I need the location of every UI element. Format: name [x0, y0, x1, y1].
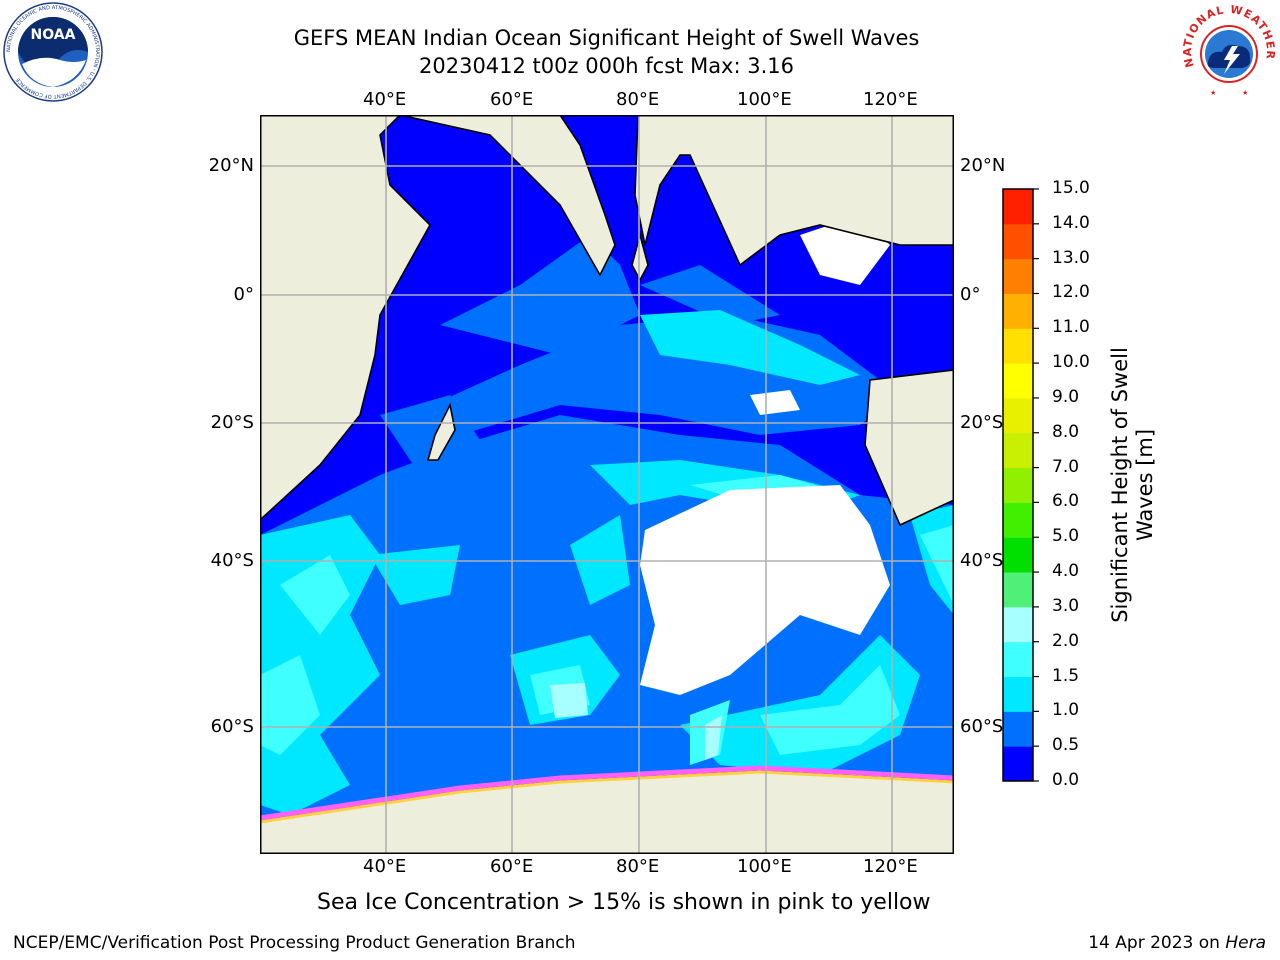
- colorbar-tick-label: 3.0: [1052, 595, 1080, 616]
- lon-label-top-40e: 40°E: [363, 89, 407, 110]
- lat-label-left-40s: 40°S: [210, 550, 254, 571]
- colorbar-cell: [1003, 363, 1033, 399]
- colorbar-tick-label: 4.0: [1052, 561, 1080, 582]
- colorbar-tick-label: 2.0: [1052, 630, 1080, 651]
- wave-height-map: [260, 115, 954, 854]
- colorbar-cell: [1003, 711, 1033, 747]
- lat-label-left-60s: 60°S: [210, 716, 254, 737]
- colorbar-tick-label: 14.0: [1052, 212, 1090, 233]
- svg-text:★: ★: [1242, 89, 1248, 97]
- colorbar-cell: [1003, 746, 1033, 782]
- lat-label-right-60s: 60°S: [960, 716, 1004, 737]
- svg-text:★: ★: [1210, 89, 1216, 97]
- lat-label-left-0: 0°: [233, 284, 254, 305]
- colorbar-cell: [1003, 258, 1033, 294]
- map-title: GEFS MEAN Indian Ocean Significant Heigh…: [293, 26, 920, 50]
- sea-ice-note: Sea Ice Concentration > 15% is shown in …: [317, 890, 931, 915]
- colorbar-title-line2: Waves [m]: [1133, 428, 1157, 542]
- lat-label-right-20n: 20°N: [960, 155, 1006, 176]
- colorbar-cell: [1003, 293, 1033, 329]
- footer-date: 14 Apr 2023 on Hera: [1088, 933, 1266, 953]
- colorbar-cell: [1003, 432, 1033, 469]
- map-subtitle: 20230412 t00z 000h fcst Max: 3.16: [419, 54, 794, 78]
- colorbar-cell: [1003, 641, 1033, 678]
- colorbar-title-line1: Significant Height of Swell: [1108, 347, 1132, 623]
- lon-label-bottom-60e: 60°E: [490, 856, 534, 877]
- colorbar-tick-label: 6.0: [1052, 491, 1080, 512]
- lon-label-bottom-100e: 100°E: [737, 856, 792, 877]
- grid-lines: [260, 115, 954, 854]
- colorbar-cell: [1003, 502, 1033, 538]
- colorbar-tick-label: 1.0: [1052, 700, 1080, 721]
- colorbar-cell: [1003, 572, 1033, 608]
- swell-1-5-to-2m-regions: [260, 475, 954, 765]
- colorbar-tick-label: 15.0: [1052, 178, 1090, 198]
- colorbar-tick-label: 8.0: [1052, 421, 1080, 442]
- lat-label-left-20n: 20°N: [208, 155, 254, 176]
- lon-label-top-60e: 60°E: [490, 89, 534, 110]
- lon-label-top-100e: 100°E: [737, 89, 792, 110]
- sea-ice-edge: [260, 765, 954, 821]
- colorbar-cell: [1003, 467, 1033, 503]
- noaa-logo-text: NOAA: [31, 27, 76, 43]
- colorbar-tick-label: 12.0: [1052, 282, 1090, 303]
- lon-label-bottom-80e: 80°E: [616, 856, 660, 877]
- colorbar-cell: [1003, 328, 1033, 364]
- colorbar-cell: [1003, 537, 1033, 573]
- footer-host: Hera: [1225, 933, 1266, 953]
- lon-label-top-120e: 120°E: [863, 89, 918, 110]
- lon-label-bottom-40e: 40°E: [363, 856, 407, 877]
- colorbar-tick-label: 9.0: [1052, 386, 1080, 407]
- colorbar-cell: [1003, 189, 1033, 225]
- colorbar-tick-label: 10.0: [1052, 352, 1090, 373]
- noaa-logo: NATIONAL OCEANIC AND ATMOSPHERIC ADMINIS…: [3, 2, 103, 102]
- footer-date-text: 14 Apr 2023 on: [1088, 933, 1226, 953]
- lat-label-right-0: 0°: [960, 284, 981, 305]
- colorbar-cell: [1003, 397, 1033, 434]
- footer-credit: NCEP/EMC/Verification Post Processing Pr…: [13, 933, 576, 953]
- colorbar-tick-label: 5.0: [1052, 526, 1080, 547]
- colorbar-cell: [1003, 223, 1033, 260]
- colorbar-tick-label: 0.0: [1052, 770, 1080, 790]
- colorbar-cell: [1003, 676, 1033, 712]
- lat-label-right-40s: 40°S: [960, 550, 1004, 571]
- nws-logo: NATIONAL WEATHER SERVICE ★ ★: [1180, 2, 1276, 97]
- colorbar-cell: [1003, 606, 1033, 643]
- colorbar-tick-label: 1.5: [1052, 665, 1080, 686]
- colorbar: [1002, 188, 1039, 782]
- lat-label-left-20s: 20°S: [210, 412, 254, 433]
- colorbar-tick-label: 13.0: [1052, 247, 1090, 268]
- colorbar-tick-label: 0.5: [1052, 735, 1080, 756]
- lat-label-right-20s: 20°S: [960, 412, 1004, 433]
- lon-label-bottom-120e: 120°E: [863, 856, 918, 877]
- colorbar-tick-label: 7.0: [1052, 456, 1080, 477]
- colorbar-tick-label: 11.0: [1052, 317, 1090, 338]
- lon-label-top-80e: 80°E: [616, 89, 660, 110]
